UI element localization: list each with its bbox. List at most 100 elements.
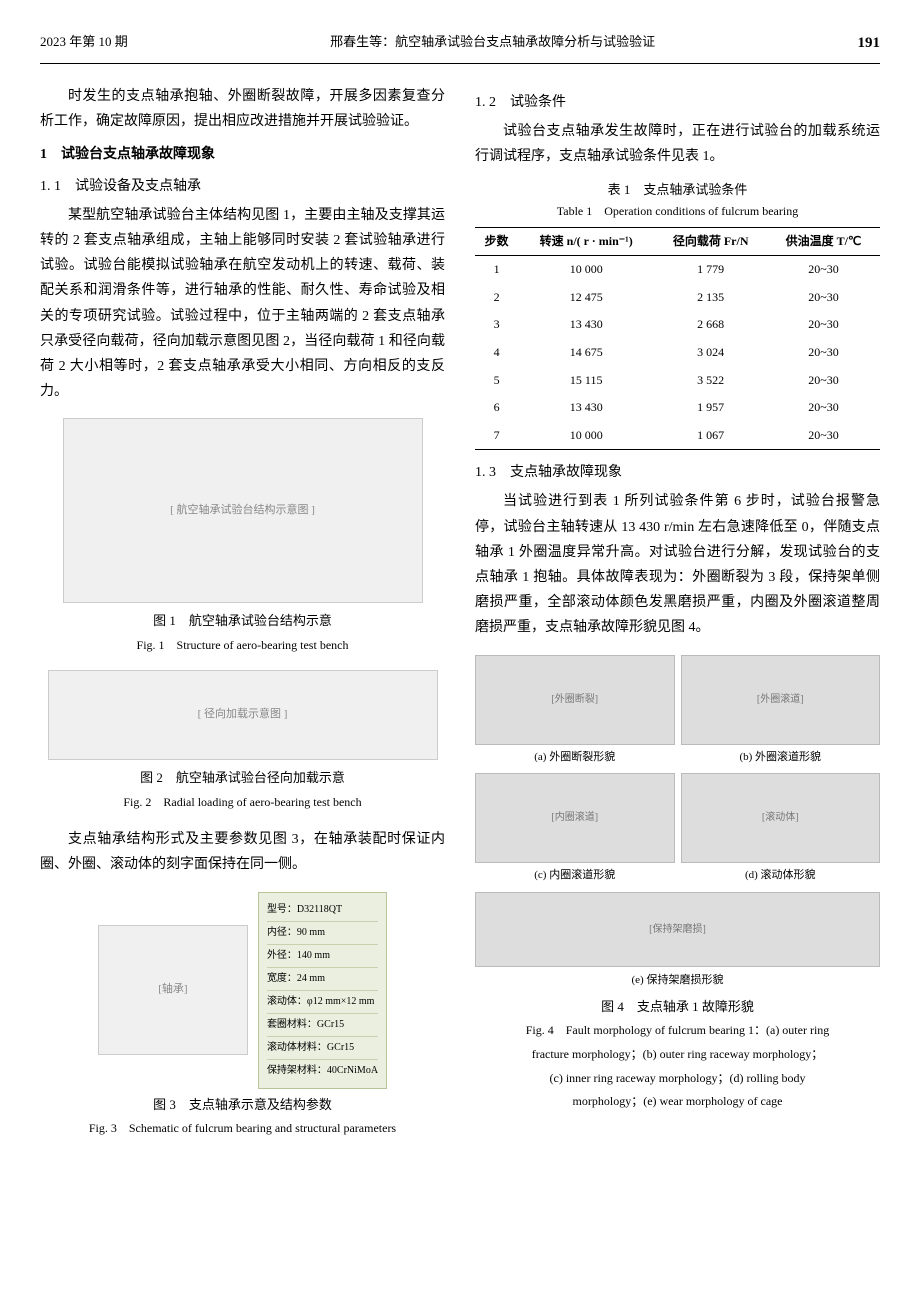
figure-1-image: [ 航空轴承试验台结构示意图 ]	[63, 418, 423, 603]
table-row: 710 0001 06720~30	[475, 422, 880, 450]
table-1-title-cn: 表 1 支点轴承试验条件	[475, 178, 880, 201]
table-cell: 12 475	[518, 284, 654, 312]
table-cell: 14 675	[518, 339, 654, 367]
figure-2-caption-en: Fig. 2 Radial loading of aero-bearing te…	[40, 792, 445, 814]
figure-4c-caption: (c) 内圈滚道形貌	[475, 866, 675, 886]
table-1-title-en: Table 1 Operation conditions of fulcrum …	[475, 201, 880, 223]
table-cell: 1 779	[654, 256, 767, 284]
intro-paragraph: 时发生的支点轴承抱轴、外圈断裂故障，开展多因素复查分析工作，确定故障原因，提出相…	[40, 84, 445, 134]
figure-3-caption-en: Fig. 3 Schematic of fulcrum bearing and …	[40, 1118, 445, 1140]
figure-3-image: [轴承]	[98, 925, 248, 1055]
figure-4c: [内圈滚道] (c) 内圈滚道形貌	[475, 773, 675, 886]
header-center: 邢春生等：航空轴承试验台支点轴承故障分析与试验验证	[330, 30, 655, 57]
after-fig2-paragraph: 支点轴承结构形式及主要参数见图 3，在轴承装配时保证内圈、外圈、滚动体的刻字面保…	[40, 827, 445, 877]
figure-4e-caption: (e) 保持架磨损形貌	[475, 971, 880, 991]
table-header-cell: 转速 n/( r · min⁻¹)	[518, 227, 654, 256]
page-header: 2023 年第 10 期 邢春生等：航空轴承试验台支点轴承故障分析与试验验证 1…	[40, 30, 880, 64]
figure-4b-image: [外圈滚道]	[681, 655, 881, 745]
right-column: 1. 2 试验条件 试验台支点轴承发生故障时，正在进行试验台的加载系统运行调试程…	[475, 84, 880, 1154]
table-row: 110 0001 77920~30	[475, 256, 880, 284]
figure-4e-image: [保持架磨损]	[475, 892, 880, 967]
section-1-3-title: 1. 3 支点轴承故障现象	[475, 460, 880, 485]
table-cell: 13 430	[518, 394, 654, 422]
table-cell: 20~30	[767, 284, 880, 312]
spec-row: 宽度：24 mm	[267, 968, 378, 991]
section-1-2-title: 1. 2 试验条件	[475, 90, 880, 115]
table-cell: 3 024	[654, 339, 767, 367]
table-cell: 1 957	[654, 394, 767, 422]
table-cell: 20~30	[767, 422, 880, 450]
section-1-3-body: 当试验进行到表 1 所列试验条件第 6 步时，试验台报警急停，试验台主轴转速从 …	[475, 489, 880, 640]
figure-4d-caption: (d) 滚动体形貌	[681, 866, 881, 886]
figure-4: [外圈断裂] (a) 外圈断裂形貌 [外圈滚道] (b) 外圈滚道形貌 [内圈滚…	[475, 655, 880, 1113]
spec-row: 外径：140 mm	[267, 945, 378, 968]
figure-3-caption-cn: 图 3 支点轴承示意及结构参数	[40, 1093, 445, 1116]
figure-4-caption-en-1: Fig. 4 Fault morphology of fulcrum beari…	[475, 1020, 880, 1042]
figure-3: [轴承] 型号：D32118QT 内径：90 mm 外径：140 mm 宽度：2…	[40, 892, 445, 1140]
table-row: 313 4302 66820~30	[475, 311, 880, 339]
table-row: 515 1153 52220~30	[475, 367, 880, 395]
figure-4-caption-en-4: morphology；(e) wear morphology of cage	[475, 1091, 880, 1113]
table-header-cell: 供油温度 T/℃	[767, 227, 880, 256]
table-cell: 2 135	[654, 284, 767, 312]
figure-4d-image: [滚动体]	[681, 773, 881, 863]
spec-row: 内径：90 mm	[267, 922, 378, 945]
figure-4a: [外圈断裂] (a) 外圈断裂形貌	[475, 655, 675, 768]
figure-4-caption-en-3: (c) inner ring raceway morphology；(d) ro…	[475, 1068, 880, 1090]
table-header-row: 步数 转速 n/( r · min⁻¹) 径向载荷 Fr/N 供油温度 T/℃	[475, 227, 880, 256]
header-left: 2023 年第 10 期	[40, 30, 128, 57]
section-1-1-body: 某型航空轴承试验台主体结构见图 1，主要由主轴及支撑其运转的 2 套支点轴承组成…	[40, 203, 445, 405]
page-number: 191	[858, 30, 881, 57]
table-cell: 13 430	[518, 311, 654, 339]
figure-2: [ 径向加载示意图 ] 图 2 航空轴承试验台径向加载示意 Fig. 2 Rad…	[40, 670, 445, 813]
table-cell: 20~30	[767, 367, 880, 395]
section-1-2-body: 试验台支点轴承发生故障时，正在进行试验台的加载系统运行调试程序，支点轴承试验条件…	[475, 119, 880, 169]
figure-2-caption-cn: 图 2 航空轴承试验台径向加载示意	[40, 766, 445, 789]
figure-4b: [外圈滚道] (b) 外圈滚道形貌	[681, 655, 881, 768]
two-column-layout: 时发生的支点轴承抱轴、外圈断裂故障，开展多因素复查分析工作，确定故障原因，提出相…	[40, 84, 880, 1154]
figure-1-caption-en: Fig. 1 Structure of aero-bearing test be…	[40, 635, 445, 657]
spec-row: 滚动体：φ12 mm×12 mm	[267, 991, 378, 1014]
table-cell: 20~30	[767, 256, 880, 284]
spec-row: 套圈材料：GCr15	[267, 1014, 378, 1037]
figure-4a-caption: (a) 外圈断裂形貌	[475, 748, 675, 768]
table-cell: 10 000	[518, 422, 654, 450]
figure-4c-image: [内圈滚道]	[475, 773, 675, 863]
figure-4-caption-en-2: fracture morphology；(b) outer ring racew…	[475, 1044, 880, 1066]
table-cell: 4	[475, 339, 518, 367]
figure-1-caption-cn: 图 1 航空轴承试验台结构示意	[40, 609, 445, 632]
table-row: 212 4752 13520~30	[475, 284, 880, 312]
spec-row: 型号：D32118QT	[267, 899, 378, 922]
table-cell: 20~30	[767, 311, 880, 339]
figure-4d: [滚动体] (d) 滚动体形貌	[681, 773, 881, 886]
table-row: 414 6753 02420~30	[475, 339, 880, 367]
spec-row: 保持架材料：40CrNiMoA	[267, 1060, 378, 1082]
table-cell: 20~30	[767, 339, 880, 367]
table-cell: 3 522	[654, 367, 767, 395]
figure-2-image: [ 径向加载示意图 ]	[48, 670, 438, 760]
table-cell: 7	[475, 422, 518, 450]
table-cell: 2 668	[654, 311, 767, 339]
table-cell: 1	[475, 256, 518, 284]
table-cell: 20~30	[767, 394, 880, 422]
table-header-cell: 径向载荷 Fr/N	[654, 227, 767, 256]
table-cell: 15 115	[518, 367, 654, 395]
figure-3-spec-box: 型号：D32118QT 内径：90 mm 外径：140 mm 宽度：24 mm …	[258, 892, 387, 1089]
table-cell: 3	[475, 311, 518, 339]
table-row: 613 4301 95720~30	[475, 394, 880, 422]
figure-1: [ 航空轴承试验台结构示意图 ] 图 1 航空轴承试验台结构示意 Fig. 1 …	[40, 418, 445, 656]
section-1-title: 1 试验台支点轴承故障现象	[40, 142, 445, 167]
table-cell: 2	[475, 284, 518, 312]
table-cell: 5	[475, 367, 518, 395]
spec-row: 滚动体材料：GCr15	[267, 1037, 378, 1060]
table-cell: 1 067	[654, 422, 767, 450]
figure-4-caption-cn: 图 4 支点轴承 1 故障形貌	[475, 995, 880, 1018]
table-cell: 6	[475, 394, 518, 422]
section-1-1-title: 1. 1 试验设备及支点轴承	[40, 174, 445, 199]
table-body: 110 0001 77920~30 212 4752 13520~30 313 …	[475, 256, 880, 450]
figure-4a-image: [外圈断裂]	[475, 655, 675, 745]
left-column: 时发生的支点轴承抱轴、外圈断裂故障，开展多因素复查分析工作，确定故障原因，提出相…	[40, 84, 445, 1154]
table-cell: 10 000	[518, 256, 654, 284]
figure-4b-caption: (b) 外圈滚道形貌	[681, 748, 881, 768]
table-1: 步数 转速 n/( r · min⁻¹) 径向载荷 Fr/N 供油温度 T/℃ …	[475, 227, 880, 451]
